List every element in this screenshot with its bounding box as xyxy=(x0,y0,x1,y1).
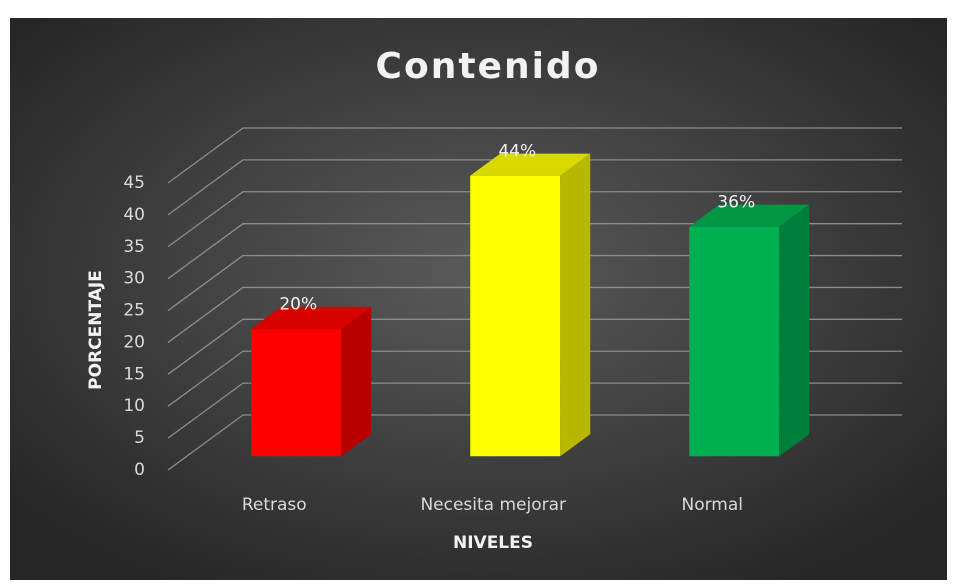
grid-line xyxy=(167,318,902,375)
y-tick-label: 45 xyxy=(123,173,145,193)
chart-title: Contenido xyxy=(376,46,601,87)
bar-top xyxy=(689,204,810,227)
x-tick-label: Normal xyxy=(681,495,743,515)
y-tick-label: 15 xyxy=(123,364,145,384)
bar-front xyxy=(689,226,780,457)
value-label: 20% xyxy=(279,295,317,315)
x-axis-title: NIVELES xyxy=(453,533,533,553)
grid-line xyxy=(167,159,902,216)
y-tick-label: 5 xyxy=(134,428,145,448)
grid-line xyxy=(167,127,902,184)
bar-side xyxy=(779,204,810,457)
bar-side xyxy=(341,306,372,457)
y-axis-title: PORCENTAJE xyxy=(86,270,106,390)
value-label: 36% xyxy=(717,193,755,213)
y-tick-label: 20 xyxy=(123,332,145,352)
grid-line xyxy=(167,350,902,407)
grid-line xyxy=(167,223,902,280)
y-tick-label: 25 xyxy=(123,301,145,321)
y-tick-label: 35 xyxy=(123,237,145,257)
bar-front xyxy=(251,328,342,457)
grid-line xyxy=(167,286,902,343)
grid-line xyxy=(167,414,902,471)
bar-front xyxy=(470,175,561,457)
x-tick-label: Retraso xyxy=(242,495,307,515)
bar-top xyxy=(251,306,372,329)
value-label: 44% xyxy=(498,142,536,162)
grid-line xyxy=(167,191,902,248)
y-tick-label: 10 xyxy=(123,396,145,416)
y-tick-label: 0 xyxy=(134,460,145,480)
grid-line xyxy=(167,382,902,439)
y-tick-label: 40 xyxy=(123,205,145,225)
bar-top xyxy=(470,153,591,176)
y-tick-label: 30 xyxy=(123,269,145,289)
grid-line xyxy=(167,254,902,312)
bar-side xyxy=(560,153,591,457)
x-tick-label: Necesita mejorar xyxy=(420,495,566,515)
